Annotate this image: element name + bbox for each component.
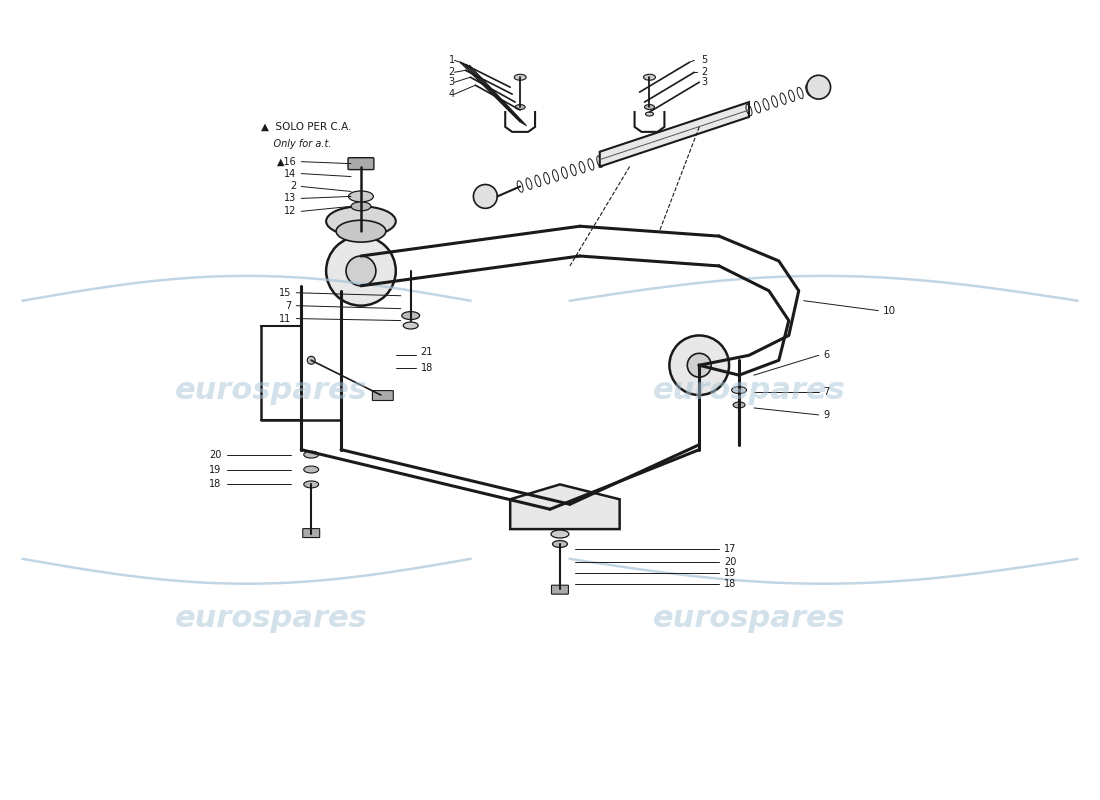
Circle shape (473, 185, 497, 208)
Polygon shape (510, 485, 619, 529)
FancyBboxPatch shape (302, 529, 320, 538)
Ellipse shape (514, 74, 526, 80)
Text: 14: 14 (284, 169, 296, 178)
Text: 18: 18 (420, 363, 433, 374)
Ellipse shape (304, 451, 319, 458)
Ellipse shape (733, 402, 745, 408)
Text: 3: 3 (449, 78, 454, 87)
Text: ▲16: ▲16 (276, 157, 296, 166)
Text: 4: 4 (449, 89, 454, 99)
Text: 15: 15 (279, 288, 292, 298)
Text: 12: 12 (284, 206, 296, 216)
Text: 1: 1 (449, 55, 454, 66)
Ellipse shape (404, 322, 418, 329)
Text: 7: 7 (285, 301, 292, 310)
Ellipse shape (551, 530, 569, 538)
Polygon shape (600, 102, 749, 166)
Text: 20: 20 (724, 557, 737, 567)
Text: 11: 11 (279, 314, 292, 323)
Circle shape (688, 354, 712, 377)
Text: 2: 2 (290, 182, 296, 191)
Text: 17: 17 (724, 544, 737, 554)
Ellipse shape (732, 386, 747, 394)
Circle shape (326, 236, 396, 306)
Text: Only for a.t.: Only for a.t. (262, 138, 332, 149)
Ellipse shape (337, 220, 386, 242)
Text: 3: 3 (701, 78, 707, 87)
Text: eurospares: eurospares (652, 375, 846, 405)
Ellipse shape (402, 312, 420, 319)
Ellipse shape (515, 105, 525, 110)
Ellipse shape (552, 541, 568, 547)
Text: 9: 9 (824, 410, 829, 420)
Ellipse shape (644, 74, 656, 80)
FancyBboxPatch shape (348, 158, 374, 170)
Ellipse shape (304, 481, 319, 488)
Text: 2: 2 (701, 67, 707, 78)
Text: 19: 19 (724, 568, 736, 578)
Text: 6: 6 (824, 350, 829, 360)
Ellipse shape (307, 356, 316, 364)
Ellipse shape (646, 112, 653, 116)
Text: 5: 5 (701, 55, 707, 66)
FancyBboxPatch shape (373, 390, 394, 401)
FancyBboxPatch shape (551, 586, 569, 594)
Text: 2: 2 (449, 67, 454, 78)
Text: eurospares: eurospares (175, 375, 367, 405)
Circle shape (806, 75, 830, 99)
Text: 18: 18 (209, 479, 222, 490)
Text: ▲  SOLO PER C.A.: ▲ SOLO PER C.A. (262, 122, 352, 132)
Text: eurospares: eurospares (175, 604, 367, 633)
Ellipse shape (304, 466, 319, 473)
Ellipse shape (351, 202, 371, 211)
Text: 19: 19 (209, 465, 222, 474)
Text: 20: 20 (209, 450, 222, 460)
Text: 18: 18 (724, 578, 736, 589)
Circle shape (670, 335, 729, 395)
Text: 10: 10 (883, 306, 896, 316)
Ellipse shape (349, 191, 373, 202)
Text: 21: 21 (420, 347, 433, 358)
Text: eurospares: eurospares (652, 604, 846, 633)
Circle shape (346, 256, 376, 286)
Text: 7: 7 (824, 387, 829, 397)
Ellipse shape (645, 105, 654, 110)
Text: 13: 13 (284, 194, 296, 203)
Ellipse shape (326, 206, 396, 236)
